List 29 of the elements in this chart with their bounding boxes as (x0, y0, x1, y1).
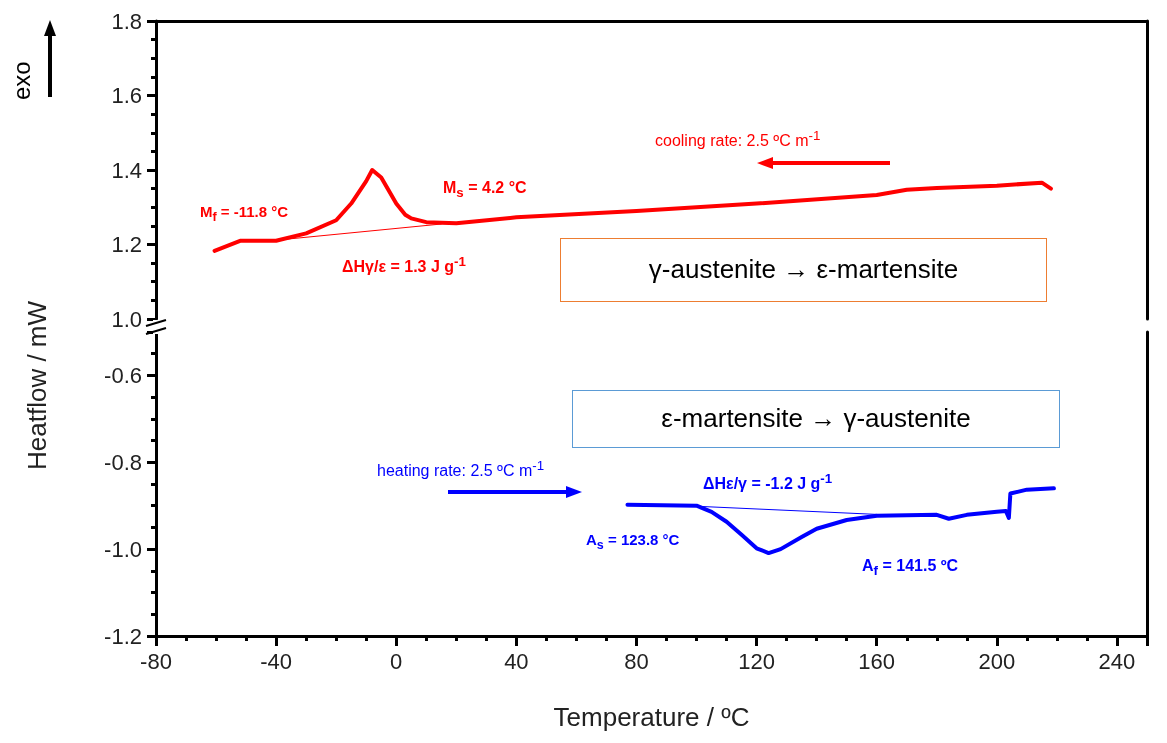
y-tick-label: 1.8 (111, 8, 142, 34)
annotation: ΔHγ/ε = 1.3 J g$^{-1}$ (342, 254, 466, 277)
annotation: A$_{f}$ = 141.5 ºC (862, 556, 959, 580)
y-tick-label: -0.8 (104, 449, 142, 475)
text: exo (8, 61, 36, 100)
x-tick-label: 0 (390, 648, 403, 674)
x-tick-label: 40 (504, 648, 529, 674)
x-tick-label: 160 (858, 648, 896, 674)
x-tick-label: 240 (1098, 648, 1136, 674)
x-tick-label: 80 (624, 648, 649, 674)
x-tick-label: -40 (260, 648, 293, 674)
y-tick-label: -1.2 (104, 623, 142, 649)
annotation: ΔHε/γ = -1.2 J g$^{-1}$ (703, 471, 833, 494)
x-tick-label: 200 (978, 648, 1016, 674)
x-axis-title: Temperature / ºC (553, 702, 750, 732)
y-tick-label: 1.4 (111, 157, 142, 183)
y-tick-label: -1.0 (104, 536, 142, 562)
annotation: M$_{s}$ = 4.2 °C (443, 178, 527, 202)
y-tick-label: 1.2 (111, 232, 142, 257)
y-tick-label: 1.6 (111, 83, 142, 108)
x-tick-label: -80 (140, 648, 172, 674)
y-tick-label: 1.0 (111, 306, 142, 332)
y-axis-title: Heatflow / mW (22, 300, 53, 470)
annotation: cooling rate: 2.5 ºC m$^{-1}$ (655, 128, 821, 151)
y-tick-label: -0.6 (104, 362, 142, 388)
x-tick-label: 120 (738, 648, 775, 674)
annotation: M$_{f}$ = -11.8 °C (200, 203, 289, 225)
annotation: heating rate: 2.5 ºC m$^{-1}$ (377, 458, 545, 481)
annotation: A$_{s}$ = 123.8 °C (586, 531, 680, 553)
